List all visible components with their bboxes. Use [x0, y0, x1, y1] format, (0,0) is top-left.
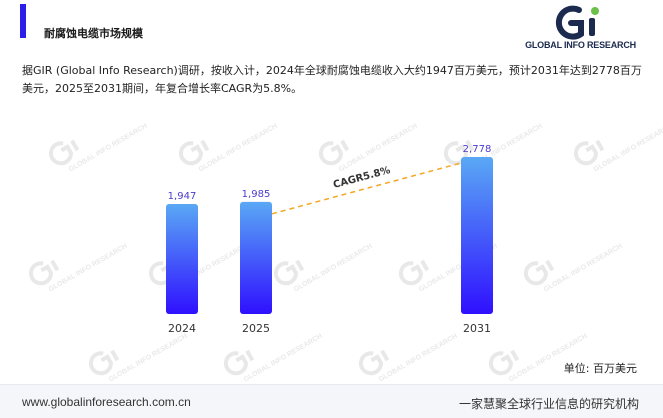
data-label-2024: 1,947 [168, 191, 197, 202]
bar-2024 [166, 203, 198, 314]
logo-mark-icon [555, 5, 599, 40]
data-label-2025: 1,985 [242, 189, 271, 200]
description-text: 据GIR (Global Info Research)调研，按收入计，2024年… [22, 64, 642, 95]
unit-label: 单位: 百万美元 [563, 362, 637, 375]
cagr-annotation: CAGR5.8% [332, 165, 392, 191]
footer-slogan: 一家慧聚全球行业信息的研究机构 [458, 397, 639, 411]
x-tick-label-2024: 2024 [168, 322, 196, 335]
x-tick-label-2025: 2025 [242, 322, 270, 335]
page-title: 耐腐蚀电缆市场规模 [44, 27, 143, 40]
data-label-2031: 2,778 [463, 144, 492, 155]
bar-2025 [240, 201, 272, 314]
x-tick-label-2031: 2031 [463, 322, 491, 335]
logo-text: GLOBAL INFO RESEARCH [525, 40, 636, 50]
bar-2031 [461, 157, 493, 314]
cagr-trend-line [271, 162, 462, 215]
header-accent-bar [20, 4, 26, 38]
company-logo: GLOBAL INFO RESEARCH [513, 4, 648, 52]
footer: www.globalinforesearch.com.cn 一家慧聚全球行业信息… [0, 384, 663, 418]
footer-website-link[interactable]: www.globalinforesearch.com.cn [22, 395, 191, 409]
